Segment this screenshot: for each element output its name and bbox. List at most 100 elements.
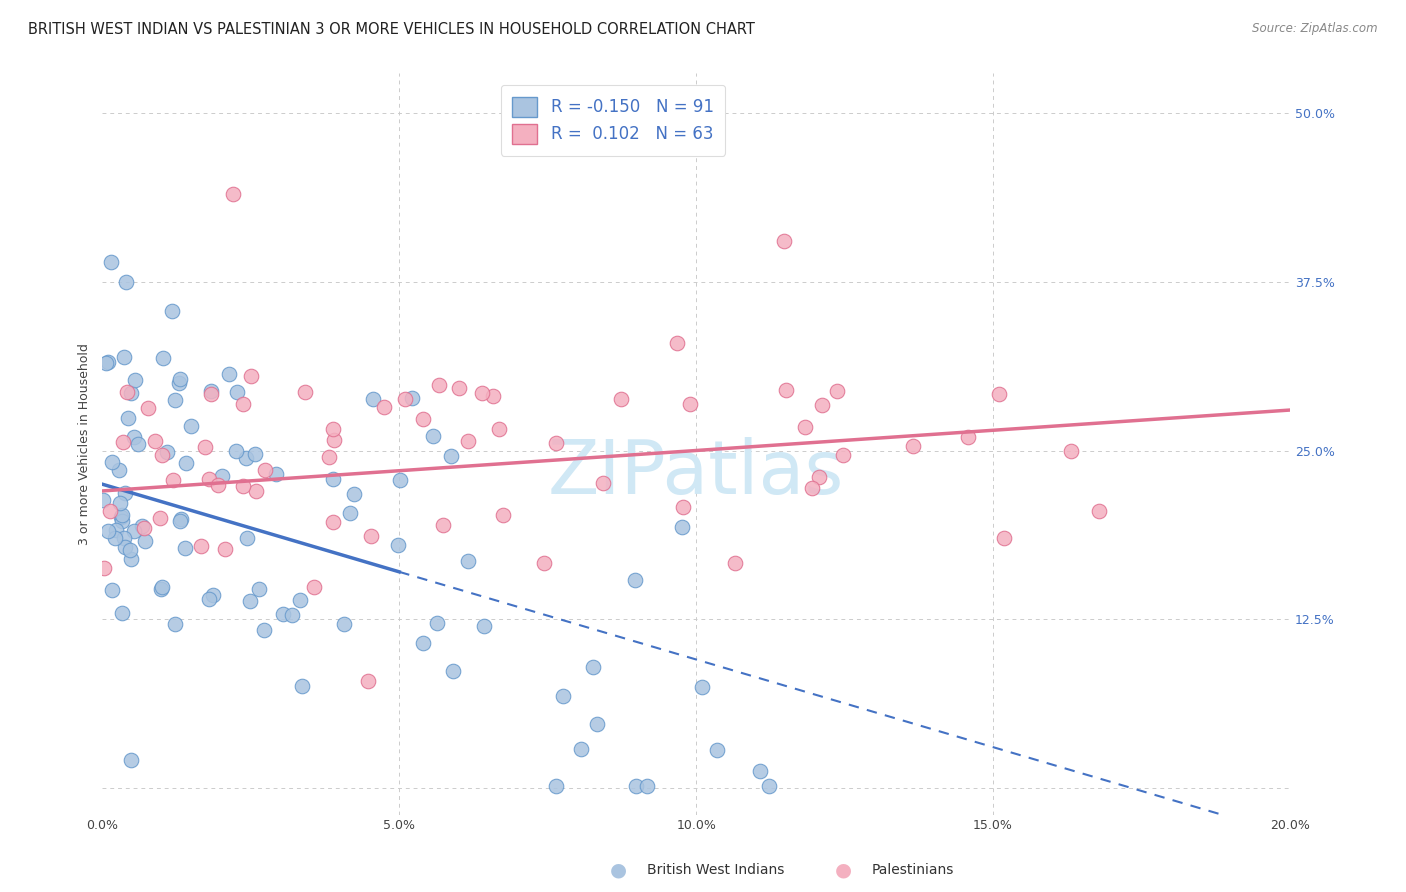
Point: [412, 636, 434, 650]
Point: [201, 588, 224, 602]
Point: [145, 434, 167, 448]
Point: [724, 557, 747, 571]
Point: [294, 385, 316, 400]
Point: [232, 397, 254, 411]
Point: [167, 376, 190, 391]
Point: [956, 430, 979, 444]
Point: [422, 429, 444, 443]
Point: [120, 385, 142, 400]
Point: [165, 616, 187, 631]
Point: [111, 434, 134, 449]
Text: ●: ●: [610, 860, 627, 880]
Point: [91, 492, 114, 507]
Point: [110, 510, 132, 524]
Point: [174, 456, 197, 470]
Y-axis label: 3 or more Vehicles in Household: 3 or more Vehicles in Household: [79, 343, 91, 545]
Point: [624, 573, 647, 587]
Point: [150, 448, 173, 462]
Point: [94, 356, 117, 370]
Point: [124, 373, 146, 387]
Point: [105, 524, 128, 538]
Point: [104, 531, 127, 545]
Point: [190, 539, 212, 553]
Point: [243, 447, 266, 461]
Point: [236, 531, 259, 545]
Point: [1060, 444, 1083, 458]
Point: [432, 518, 454, 533]
Point: [112, 531, 135, 545]
Point: [318, 450, 340, 465]
Point: [134, 521, 156, 535]
Point: [156, 445, 179, 459]
Point: [93, 561, 115, 575]
Point: [117, 384, 139, 399]
Point: [225, 444, 247, 458]
Point: [271, 607, 294, 621]
Point: [214, 541, 236, 556]
Point: [636, 779, 658, 793]
Point: [360, 528, 382, 542]
Point: [373, 401, 395, 415]
Point: [235, 450, 257, 465]
Point: [162, 473, 184, 487]
Point: [111, 508, 134, 522]
Point: [226, 384, 249, 399]
Point: [426, 616, 449, 631]
Point: [441, 664, 464, 678]
Point: [332, 617, 354, 632]
Point: [200, 387, 222, 401]
Point: [811, 398, 834, 412]
Point: [457, 554, 479, 568]
Point: [122, 524, 145, 538]
Point: [174, 541, 197, 556]
Point: [222, 187, 245, 202]
Point: [472, 619, 495, 633]
Point: [207, 477, 229, 491]
Point: [150, 582, 173, 597]
Point: [247, 582, 270, 596]
Point: [131, 519, 153, 533]
Point: [291, 679, 314, 693]
Point: [169, 514, 191, 528]
Point: [120, 551, 142, 566]
Text: Palestinians: Palestinians: [872, 863, 955, 877]
Point: [1088, 504, 1111, 518]
Legend: R = -0.150   N = 91, R =  0.102   N = 63: R = -0.150 N = 91, R = 0.102 N = 63: [501, 85, 725, 156]
Point: [671, 520, 693, 534]
Point: [218, 368, 240, 382]
Point: [553, 690, 575, 704]
Point: [169, 512, 191, 526]
Point: [794, 420, 817, 434]
Point: [239, 594, 262, 608]
Point: [322, 472, 344, 486]
Text: British West Indians: British West Indians: [647, 863, 785, 877]
Point: [253, 463, 276, 477]
Point: [488, 422, 510, 436]
Point: [609, 392, 631, 407]
Point: [200, 384, 222, 398]
Point: [100, 583, 122, 598]
Point: [672, 500, 695, 515]
Point: [582, 660, 605, 674]
Point: [198, 592, 221, 607]
Point: [801, 481, 824, 495]
Point: [245, 483, 267, 498]
Point: [120, 753, 142, 767]
Text: Source: ZipAtlas.com: Source: ZipAtlas.com: [1253, 22, 1378, 36]
Point: [361, 392, 384, 406]
Point: [440, 449, 463, 463]
Point: [101, 454, 124, 468]
Point: [772, 234, 794, 248]
Point: [388, 473, 411, 487]
Point: [115, 275, 138, 289]
Point: [482, 389, 505, 403]
Point: [544, 779, 567, 793]
Point: [253, 624, 276, 638]
Point: [775, 383, 797, 397]
Point: [339, 507, 361, 521]
Point: [100, 504, 122, 518]
Point: [427, 378, 450, 392]
Text: ZIPatlas: ZIPatlas: [548, 437, 845, 510]
Point: [988, 387, 1011, 401]
Point: [114, 540, 136, 554]
